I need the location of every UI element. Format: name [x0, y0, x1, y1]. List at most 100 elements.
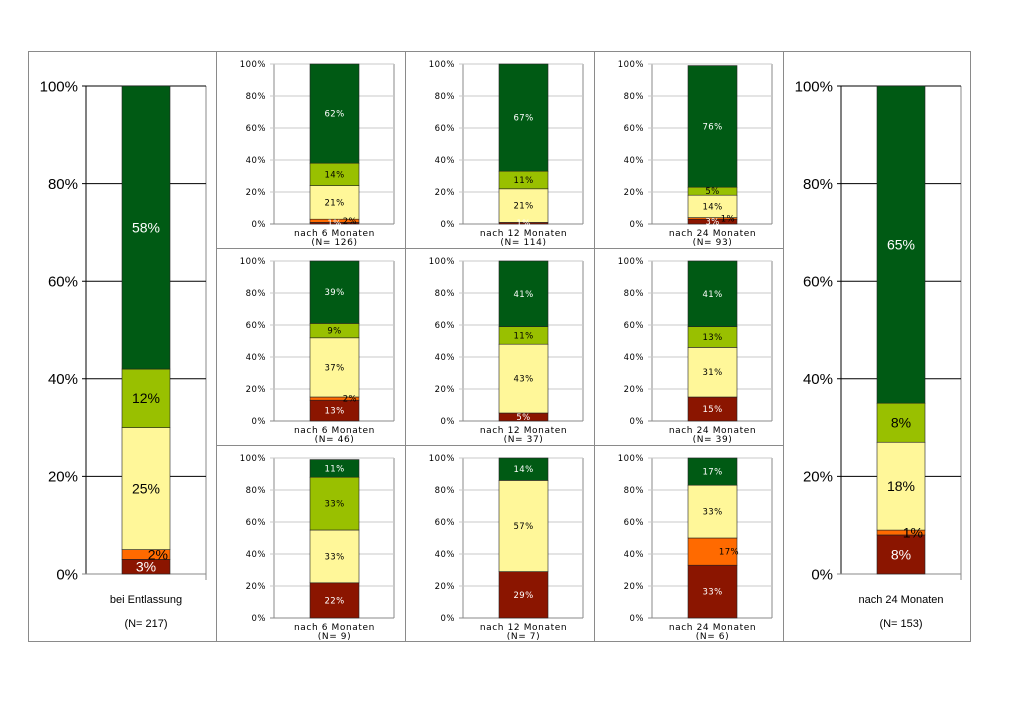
x-category-label: nach 12 Monaten — [480, 426, 567, 436]
stacked-bar-chart-r2c3: 0% 20% 40% 60% 80% 100% 15% 31% 13% 41% nach 24 Mo… — [618, 257, 773, 445]
y-tick-label: 60% — [48, 273, 78, 290]
segment-label: 41% — [513, 290, 533, 300]
bar-segment-medium — [309, 529, 360, 584]
y-tick-label: 100% — [429, 60, 455, 70]
sample-size-label: (N= 114) — [500, 238, 546, 248]
y-tick-label: 0% — [630, 417, 645, 427]
sample-size-label: (N= 39) — [693, 435, 733, 445]
bar-segment-very-good — [121, 85, 171, 370]
column-divider — [216, 51, 217, 642]
x-category-label: nach 24 Monaten — [669, 426, 756, 436]
y-tick-label: 60% — [435, 518, 455, 528]
stacked-bar-chart-right-large: 0% 20% 40% 60% 80% 100% 8% 1% 18% 8% 65% nach 24 Mo… — [795, 78, 962, 630]
sample-size-label: (N= 9) — [318, 632, 351, 642]
y-tick-label: 60% — [624, 518, 644, 528]
x-category-label: bei Entlassung — [110, 594, 182, 606]
y-tick-label: 40% — [435, 353, 455, 363]
segment-label: 62% — [324, 110, 344, 120]
bar-segment-medium — [309, 337, 360, 398]
y-tick-label: 60% — [246, 321, 266, 331]
y-tick-label: 0% — [441, 417, 456, 427]
x-category-label: nach 6 Monaten — [294, 426, 375, 436]
bar-segment-medium — [687, 484, 738, 539]
stacked-bar-chart-r3c1: 0% 20% 40% 60% 80% 100% 22% 33% 33% 11% nach 6 Mon… — [240, 454, 395, 642]
y-tick-label: 80% — [435, 289, 455, 299]
segment-label: 11% — [324, 464, 344, 474]
y-tick-label: 80% — [624, 289, 644, 299]
segment-label: 5% — [705, 187, 719, 197]
x-category-label: nach 6 Monaten — [294, 229, 375, 239]
segment-label: 2% — [343, 395, 357, 405]
y-tick-label: 0% — [56, 566, 78, 583]
row-divider — [216, 445, 783, 446]
stacked-bar-chart-r3c2: 0% 20% 40% 60% 80% 100% 29% 57% 14% nach 12 Monat… — [429, 454, 584, 642]
y-tick-label: 40% — [48, 371, 78, 388]
y-tick-label: 20% — [435, 188, 455, 198]
segment-label: 14% — [513, 465, 533, 475]
segment-label: 43% — [513, 375, 533, 385]
sample-size-label: (N= 6) — [696, 632, 729, 642]
segment-label: 33% — [702, 588, 722, 598]
y-tick-label: 80% — [435, 92, 455, 102]
y-tick-label: 60% — [435, 321, 455, 331]
sample-size-label: (N= 46) — [315, 435, 355, 445]
y-tick-label: 80% — [435, 486, 455, 496]
y-tick-label: 100% — [240, 60, 266, 70]
column-divider — [594, 51, 595, 642]
y-tick-label: 40% — [803, 371, 833, 388]
segment-label: 33% — [702, 508, 722, 518]
bar-segment-very-poor — [309, 582, 360, 619]
segment-label: 33% — [324, 500, 344, 510]
segment-label: 33% — [324, 552, 344, 562]
segment-label: 41% — [702, 290, 722, 300]
segment-label: 17% — [719, 548, 739, 558]
y-tick-label: 100% — [618, 60, 644, 70]
y-tick-label: 20% — [435, 582, 455, 592]
y-tick-label: 0% — [252, 220, 267, 230]
y-tick-label: 100% — [40, 78, 78, 95]
y-tick-label: 0% — [441, 614, 456, 624]
sample-size-label: (N= 217) — [124, 618, 167, 630]
y-tick-label: 0% — [811, 566, 833, 583]
y-tick-label: 100% — [795, 78, 833, 95]
segment-label: 11% — [513, 331, 533, 341]
y-tick-label: 60% — [624, 124, 644, 134]
y-tick-label: 40% — [435, 550, 455, 560]
bar-segment-very-poor — [876, 534, 926, 575]
bar-segment-very-poor — [498, 571, 549, 619]
sample-size-label: (N= 126) — [311, 238, 357, 248]
y-tick-label: 0% — [441, 220, 456, 230]
stacked-bar-chart-r2c2: 0% 20% 40% 60% 80% 100% 5% 43% 11% 41% nach 12 Mon… — [429, 257, 584, 445]
y-tick-label: 20% — [435, 385, 455, 395]
y-tick-label: 80% — [48, 176, 78, 193]
segment-label: 8% — [891, 546, 911, 562]
bar-segment-very-good — [309, 260, 360, 324]
y-tick-label: 60% — [624, 321, 644, 331]
y-tick-label: 20% — [246, 188, 266, 198]
stacked-bar-chart-r1c2: 0% 20% 40% 60% 80% 100% 1% 21% 11% 67% nach 12 Mon… — [429, 60, 584, 248]
segment-label: 15% — [702, 405, 722, 415]
bar-segment-very-good — [309, 63, 360, 164]
bar-segment-medium — [309, 185, 360, 220]
y-tick-label: 80% — [624, 92, 644, 102]
y-tick-label: 40% — [435, 156, 455, 166]
bar-segment-very-good — [309, 459, 360, 478]
x-category-label: nach 12 Monaten — [480, 623, 567, 633]
row-divider — [216, 248, 783, 249]
stacked-bar-chart-r3c3: 0% 20% 40% 60% 80% 100% 33% 17% 33% 17% nach 24 Mo… — [618, 454, 773, 642]
segment-label: 9% — [327, 327, 341, 337]
segment-label: 5% — [516, 413, 530, 423]
segment-label: 1% — [721, 214, 735, 224]
bar-segment-very-good — [498, 457, 549, 481]
bar-segment-medium — [498, 343, 549, 414]
y-tick-label: 40% — [246, 550, 266, 560]
segment-label: 13% — [702, 333, 722, 343]
segment-label: 76% — [702, 122, 722, 132]
segment-label: 58% — [132, 219, 160, 235]
stacked-bar-chart-r1c1: 0% 20% 40% 60% 80% 100% 1% 2% 21% 14% 62% nach 6 Mo… — [240, 60, 395, 248]
y-tick-label: 60% — [803, 273, 833, 290]
bar-segment-medium — [121, 427, 171, 550]
y-tick-label: 60% — [246, 518, 266, 528]
bar-segment-very-poor — [687, 564, 738, 619]
x-category-label: nach 24 Monaten — [858, 594, 943, 606]
